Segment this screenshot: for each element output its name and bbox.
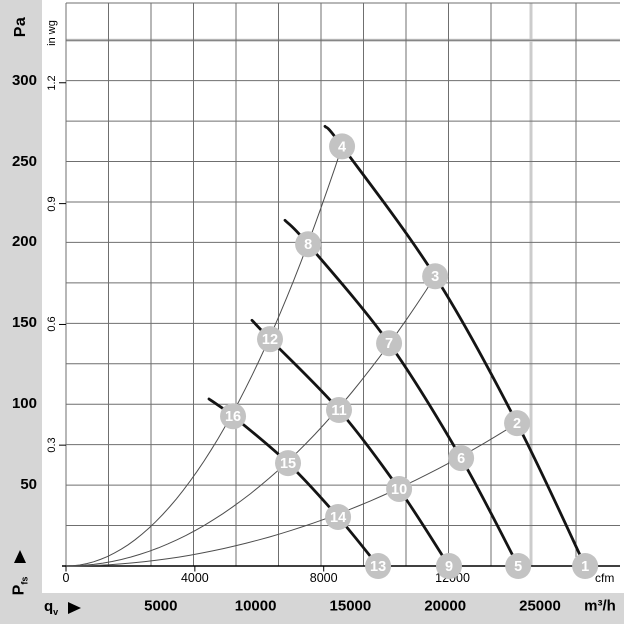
operating-point-number-11: 11	[331, 403, 346, 419]
operating-point-marker-1	[572, 553, 599, 579]
pressure-axis-arrow-icon	[14, 550, 26, 563]
pa-tick-label: 100	[11, 395, 37, 413]
operating-point-marker-8	[295, 231, 322, 258]
pa-tick-label: 300	[11, 71, 37, 89]
y-axis-title-pa: Pa	[12, 16, 29, 38]
system-curve-2	[65, 275, 436, 567]
flow-axis-arrow-icon	[68, 602, 81, 614]
operating-point-marker-9	[435, 553, 462, 579]
operating-point-number-12: 12	[262, 332, 278, 348]
pressure-symbol-base: P	[10, 584, 28, 596]
operating-point-marker-13	[365, 553, 392, 579]
operating-point-number-9: 9	[445, 559, 453, 575]
fan-curve-A	[323, 124, 587, 568]
pa-tick-label: 150	[11, 314, 37, 332]
operating-point-number-13: 13	[370, 559, 386, 575]
operating-point-marker-15	[275, 450, 302, 477]
operating-point-marker-7	[376, 330, 403, 357]
operating-point-number-15: 15	[280, 456, 296, 472]
operating-point-marker-12	[257, 326, 284, 353]
operating-point-marker-14	[325, 503, 352, 530]
operating-point-number-1: 1	[581, 559, 589, 575]
pa-tick-label: 250	[11, 152, 37, 170]
inwg-tick-label: 1.2	[46, 75, 58, 91]
flow-symbol-sub: v	[53, 607, 59, 617]
flow-axis-symbol: qv	[44, 598, 58, 617]
pressure-axis-symbol: Pfs	[10, 577, 29, 596]
y-axis-title-inwg: in wg	[46, 20, 58, 46]
operating-point-marker-4	[329, 133, 356, 160]
operating-point-number-4: 4	[338, 139, 346, 155]
operating-point-number-3: 3	[431, 269, 439, 285]
m3h-tick-label: 5000	[144, 597, 178, 615]
pa-tick-label: 200	[11, 233, 37, 251]
operating-point-marker-11	[326, 397, 353, 424]
cfm-tick-label: 8000	[310, 571, 338, 585]
pa-tick-label: 50	[20, 476, 37, 494]
cfm-tick-label: 4000	[181, 571, 209, 585]
fan-curve-B	[283, 218, 520, 568]
operating-point-marker-16	[220, 403, 247, 430]
fan-curve-C	[250, 318, 451, 568]
system-curve-3	[65, 422, 518, 567]
inwg-tick-label: 0.3	[46, 437, 58, 453]
operating-point-number-14: 14	[330, 510, 346, 526]
m3h-tick-label: 20000	[424, 597, 467, 615]
pressure-symbol-sub: fs	[19, 576, 30, 585]
m3h-tick-label: 25000	[519, 597, 561, 615]
operating-point-number-10: 10	[391, 482, 407, 498]
cfm-unit-label: cfm	[595, 571, 615, 585]
inwg-tick-label: 0.6	[46, 316, 58, 333]
operating-point-number-16: 16	[225, 409, 241, 425]
cfm-tick-label: 0	[63, 571, 70, 585]
m3h-unit-label: m³/h	[584, 597, 616, 615]
operating-point-marker-5	[505, 553, 532, 579]
operating-point-number-6: 6	[457, 451, 465, 467]
operating-point-number-8: 8	[304, 237, 312, 253]
operating-point-marker-3	[422, 263, 449, 290]
operating-point-number-7: 7	[385, 336, 393, 352]
operating-point-number-5: 5	[514, 559, 522, 575]
inwg-tick-label: 0.9	[46, 195, 58, 212]
operating-point-marker-2	[504, 410, 531, 437]
m3h-tick-label: 10000	[234, 597, 277, 615]
operating-point-marker-10	[386, 475, 413, 502]
flow-symbol-base: q	[44, 598, 54, 615]
m3h-tick-label: 15000	[329, 597, 372, 615]
plot-background	[42, 0, 624, 593]
operating-point-number-2: 2	[513, 416, 521, 432]
system-curve-1	[65, 146, 343, 567]
operating-point-marker-6	[448, 445, 475, 472]
